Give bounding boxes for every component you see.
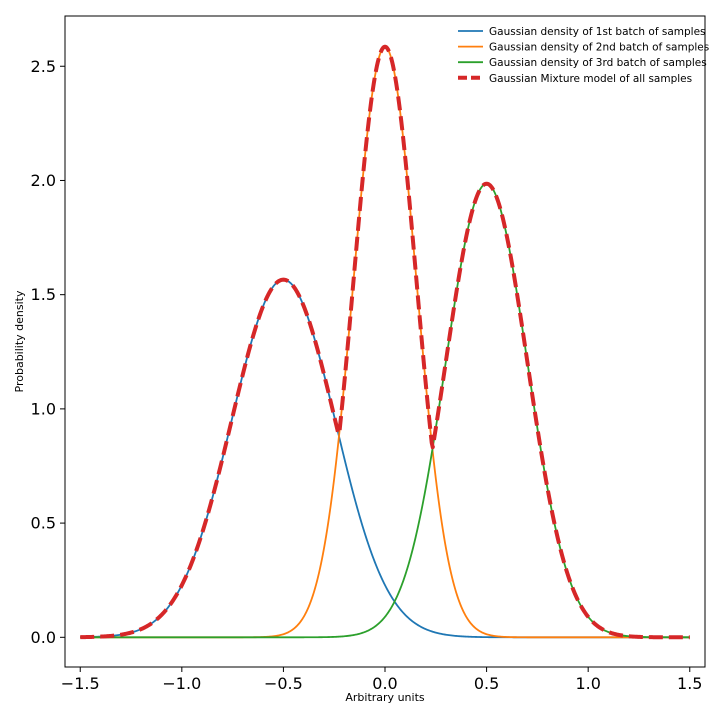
y-tick-label: 0.0	[31, 628, 56, 647]
x-tick-label: −1.0	[162, 674, 201, 693]
x-tick-label: −1.5	[61, 674, 100, 693]
legend: Gaussian density of 1st batch of samples…	[458, 26, 709, 85]
series-line-4	[79, 44, 691, 640]
y-tick-label: 2.5	[31, 57, 56, 76]
legend-label-1: Gaussian density of 1st batch of samples	[489, 26, 706, 38]
y-axis: 0.0 0.5 1.0 1.5 2.0 2.5	[31, 57, 65, 647]
x-axis-title: Arbitrary units	[345, 691, 425, 704]
x-tick-label: 0.5	[474, 674, 499, 693]
x-axis: −1.5 −1.0 −0.5 0.0 0.5 1.0 1.5	[61, 667, 702, 693]
x-tick-label: −0.5	[264, 674, 303, 693]
legend-label-4: Gaussian Mixture model of all samples	[489, 73, 692, 85]
x-tick-label: 1.0	[575, 674, 600, 693]
legend-label-2: Gaussian density of 2nd batch of samples	[489, 42, 709, 54]
legend-label-3: Gaussian density of 3rd batch of samples	[489, 57, 707, 69]
y-tick-label: 0.5	[31, 514, 56, 533]
y-tick-label: 1.0	[31, 399, 56, 418]
axes-frame	[64, 15, 706, 668]
x-tick-label: 0.0	[372, 674, 397, 693]
y-tick-label: 1.5	[31, 285, 56, 304]
plot-area	[79, 44, 691, 640]
x-tick-label: 1.5	[677, 674, 702, 693]
y-tick-label: 2.0	[31, 171, 56, 190]
y-axis-title: Probability density	[13, 290, 26, 392]
